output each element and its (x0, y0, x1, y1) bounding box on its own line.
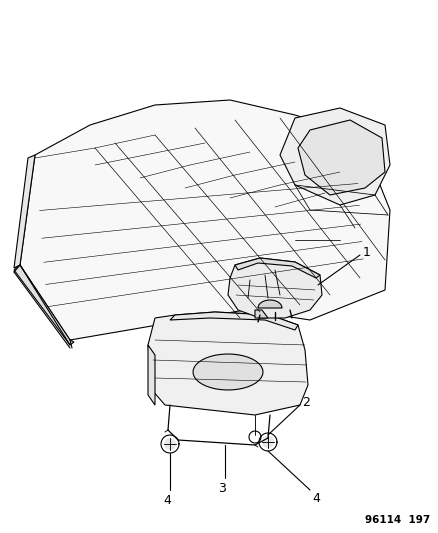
Polygon shape (279, 108, 389, 205)
Polygon shape (227, 258, 321, 318)
Text: 96114  197: 96114 197 (364, 515, 429, 525)
Polygon shape (193, 354, 262, 390)
Polygon shape (254, 310, 267, 318)
Polygon shape (297, 120, 384, 195)
Polygon shape (262, 437, 273, 447)
Polygon shape (14, 155, 35, 268)
Polygon shape (258, 300, 281, 308)
Text: 2: 2 (301, 397, 309, 409)
Polygon shape (258, 433, 276, 451)
Polygon shape (148, 312, 307, 415)
Polygon shape (164, 439, 175, 449)
Text: 4: 4 (162, 494, 170, 507)
Polygon shape (161, 435, 179, 453)
Polygon shape (14, 265, 74, 345)
Polygon shape (20, 100, 389, 340)
Polygon shape (170, 312, 297, 330)
Polygon shape (148, 345, 155, 405)
Text: 1: 1 (362, 246, 370, 260)
Text: 4: 4 (311, 492, 319, 505)
Polygon shape (234, 258, 319, 278)
Text: 3: 3 (218, 482, 226, 495)
Polygon shape (248, 431, 261, 443)
